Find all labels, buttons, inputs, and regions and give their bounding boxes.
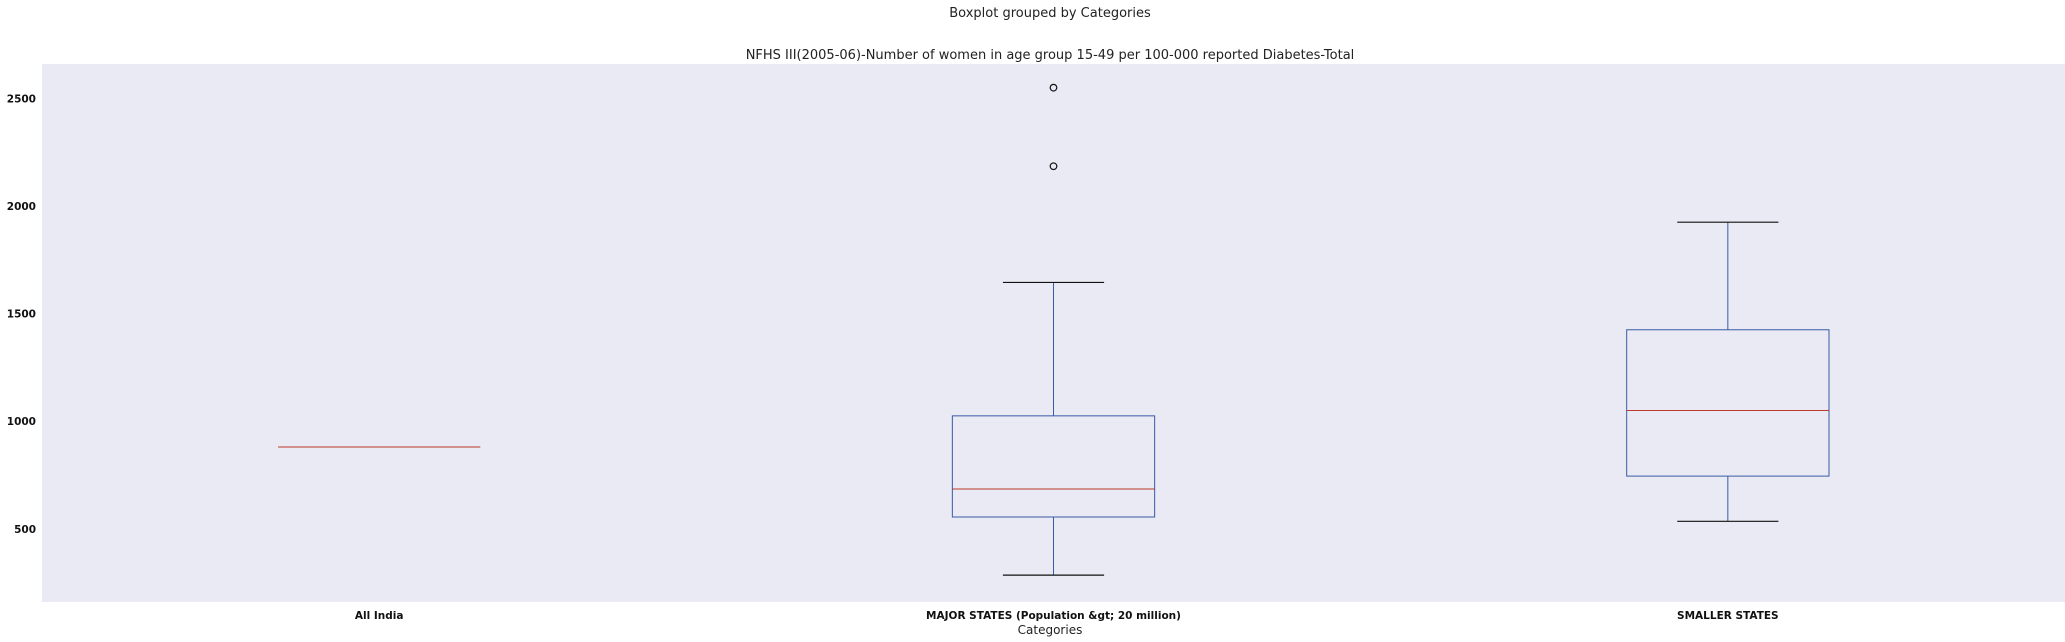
box-group-2 bbox=[1626, 221, 1830, 522]
x-tick-label-0: All India bbox=[355, 610, 404, 622]
box-series bbox=[278, 83, 1830, 576]
box-iqr-2 bbox=[1626, 329, 1830, 477]
x-tick-label-1: MAJOR STATES (Population &gt; 20 million… bbox=[926, 610, 1181, 622]
y-tick-label-1500: 1500 bbox=[7, 309, 36, 321]
chart-suptitle: Boxplot grouped by Categories bbox=[949, 6, 1151, 21]
x-tick-label-2: SMALLER STATES bbox=[1677, 610, 1779, 622]
y-axis: 500 1000 1500 2000 2500 bbox=[7, 93, 36, 535]
box-iqr-1 bbox=[951, 415, 1156, 518]
y-tick-label-2000: 2000 bbox=[7, 201, 36, 213]
y-tick-label-1000: 1000 bbox=[7, 416, 36, 428]
flier-point-1-0 bbox=[1049, 162, 1058, 171]
chart-title: NFHS III(2005-06)-Number of women in age… bbox=[746, 48, 1355, 63]
x-axis-label: Categories bbox=[1018, 623, 1083, 637]
flier-point-1-1 bbox=[1049, 83, 1058, 92]
y-tick-label-2500: 2500 bbox=[7, 93, 36, 105]
box-group-1 bbox=[951, 83, 1156, 576]
x-axis: All India MAJOR STATES (Population &gt; 2… bbox=[355, 610, 1779, 622]
y-tick-label-500: 500 bbox=[14, 524, 36, 536]
